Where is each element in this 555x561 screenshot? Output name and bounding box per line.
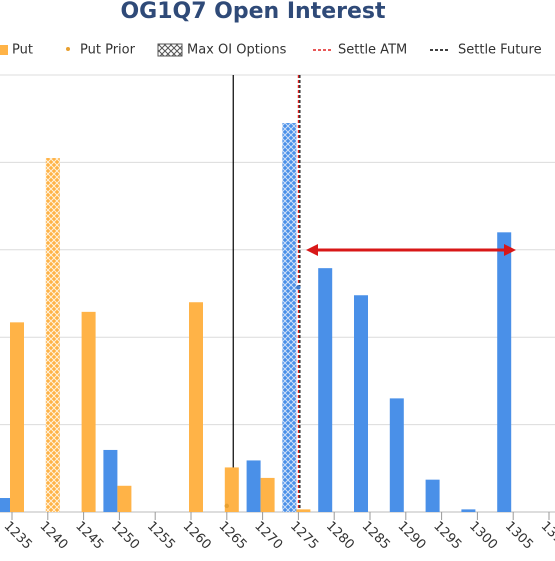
bar bbox=[497, 232, 512, 512]
x-tick-label: 1305 bbox=[502, 519, 536, 553]
bar bbox=[461, 509, 476, 512]
bar bbox=[246, 460, 261, 512]
bar bbox=[81, 311, 96, 512]
legend-label: Settle Future bbox=[458, 43, 542, 58]
legend: Put Put Prior Max OI Options Settle ATM Sett… bbox=[0, 43, 542, 58]
bar bbox=[10, 322, 24, 512]
bar bbox=[318, 268, 333, 512]
x-tick-label: 1265 bbox=[215, 519, 249, 553]
legend-swatch bbox=[66, 47, 70, 51]
bar bbox=[425, 479, 440, 512]
max-oi-bar bbox=[45, 158, 60, 512]
legend-label: Max OI Options bbox=[187, 43, 287, 58]
x-tick-label: 1280 bbox=[323, 519, 357, 553]
x-tick-label: 1295 bbox=[430, 519, 464, 553]
x-tick-label: 1270 bbox=[251, 519, 285, 553]
bar bbox=[389, 398, 404, 512]
bar bbox=[354, 295, 368, 512]
bar bbox=[103, 449, 118, 512]
bar bbox=[0, 498, 10, 512]
x-tick-label: 1285 bbox=[359, 519, 393, 553]
bar bbox=[224, 467, 239, 512]
x-tick-label: 1240 bbox=[36, 519, 70, 553]
bar bbox=[189, 302, 203, 512]
prior-dot bbox=[224, 503, 229, 509]
bar bbox=[296, 509, 311, 512]
bar bbox=[260, 477, 275, 512]
x-tick-label: 1300 bbox=[466, 519, 500, 553]
x-tick-label: 1255 bbox=[144, 519, 178, 553]
legend-label: Settle ATM bbox=[338, 43, 407, 58]
plot-area: 1235 1240 1245 1250 1255 1260 1265 1270 1275 1280… bbox=[0, 74, 555, 553]
legend-swatch bbox=[0, 45, 8, 55]
legend-label: Put bbox=[12, 43, 33, 58]
x-tick-label: 1260 bbox=[180, 519, 214, 553]
bar bbox=[117, 485, 132, 512]
x-tick-label: 1235 bbox=[1, 519, 35, 553]
x-tick-label: 1245 bbox=[72, 519, 106, 553]
x-tick-label: 1250 bbox=[108, 519, 142, 553]
legend-label: Put Prior bbox=[80, 43, 136, 58]
prior-dot bbox=[296, 285, 301, 290]
legend-swatch bbox=[157, 43, 183, 57]
x-tick-label: 1275 bbox=[287, 519, 321, 553]
max-oi-bar bbox=[282, 123, 297, 512]
x-tick-label: 1310 bbox=[538, 519, 555, 553]
chart-title: OG1Q7 Open Interest bbox=[120, 0, 386, 24]
x-tick-label: 1290 bbox=[394, 519, 428, 553]
